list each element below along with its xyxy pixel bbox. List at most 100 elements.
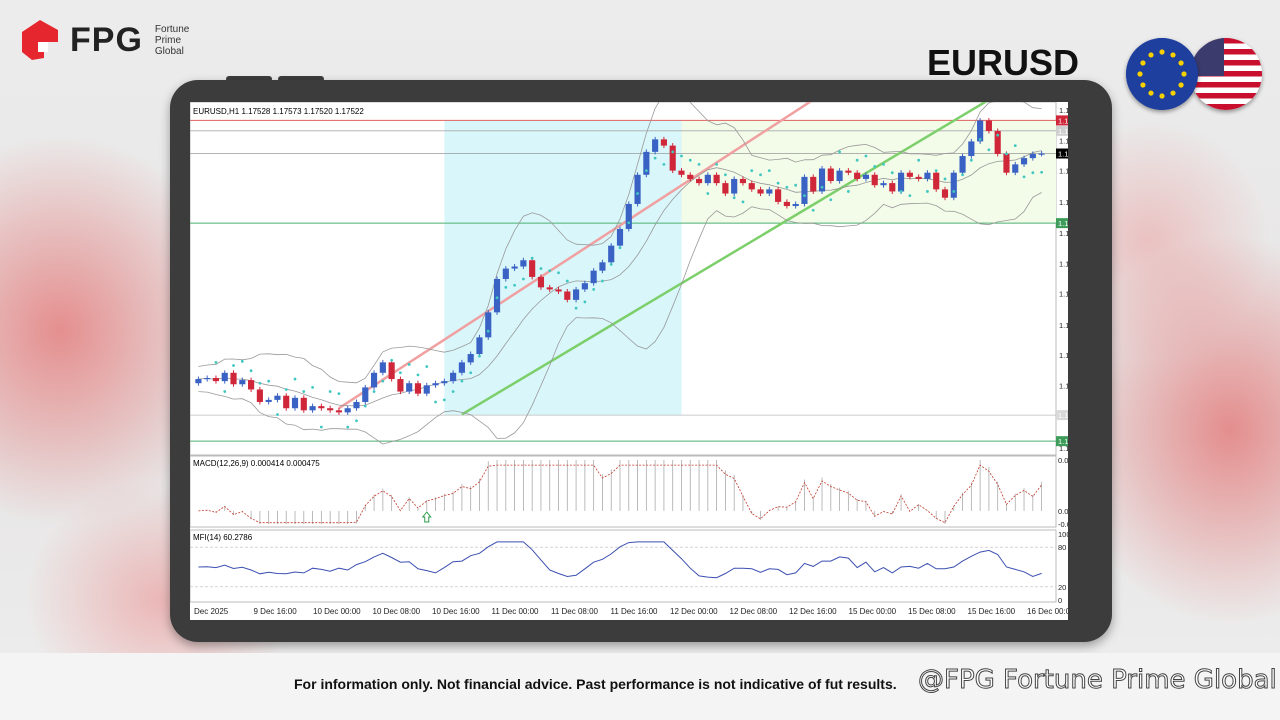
psar-dot <box>943 177 947 181</box>
candle-body <box>941 189 949 198</box>
psar-dot <box>1031 171 1035 175</box>
price-tick-label: 1.16850 <box>1059 290 1068 299</box>
psar-dot <box>811 208 815 212</box>
psar-dot <box>355 419 358 423</box>
psar-dot <box>969 158 973 162</box>
psar-dot <box>486 329 490 333</box>
candle-body <box>643 151 650 175</box>
candle-body <box>265 399 272 402</box>
time-axis-label: 10 Dec 00:00 <box>313 607 361 616</box>
psar-dot <box>504 285 508 289</box>
psar-dot <box>284 388 288 391</box>
psar-dot <box>565 279 569 283</box>
psar-dot <box>952 190 956 193</box>
trading-chart[interactable]: 1.17730 1.17585 1.17440 1.17290 1.17140 1.169… <box>190 102 1068 620</box>
candle-body <box>801 176 808 204</box>
psar-dot <box>618 246 622 250</box>
candle-body <box>195 379 202 384</box>
candle-body <box>616 228 624 246</box>
psar-dot <box>662 162 666 166</box>
candle-body <box>467 354 474 363</box>
candle-body <box>862 174 870 179</box>
candle-body <box>783 201 790 207</box>
psar-dot <box>302 390 306 393</box>
psar-dot <box>636 192 639 195</box>
candle-body <box>845 170 852 173</box>
candle-body <box>660 139 667 146</box>
candle-body <box>652 139 659 152</box>
candle-body <box>406 383 413 392</box>
candle-body <box>994 131 1001 154</box>
eu-star-icon <box>1181 71 1187 77</box>
bollinger-lower-band <box>198 192 1042 445</box>
psar-dot <box>469 371 473 375</box>
candle-body <box>204 378 211 380</box>
psar-dot <box>759 173 762 177</box>
psar-dot <box>829 198 833 202</box>
candle-body <box>388 362 395 380</box>
candle-body <box>1020 158 1028 165</box>
psar-dot <box>1040 170 1044 174</box>
bottom-tag: 1.16142 <box>1058 437 1068 446</box>
candle-body <box>836 170 843 182</box>
pair-title: EURUSD <box>927 42 1080 83</box>
candle-body <box>318 406 325 409</box>
disclaimer-text: For information only. Not financial advi… <box>294 676 897 692</box>
candle-body <box>713 174 720 184</box>
time-axis-label: 15 Dec 16:00 <box>968 607 1016 616</box>
fpg-logo-text: FPG <box>70 20 143 59</box>
candle-body <box>810 176 817 192</box>
candle-body <box>502 268 509 279</box>
psar-dot <box>609 263 613 266</box>
candle-body <box>274 395 281 400</box>
price-tick-label: 1.17140 <box>1059 229 1068 238</box>
eu-star-icon <box>1159 49 1165 55</box>
candle-body <box>212 378 220 382</box>
psar-dot <box>267 379 271 383</box>
bollinger-upper-band <box>198 102 1042 384</box>
psar-dot <box>416 373 420 377</box>
eu-flag-icon <box>1126 38 1198 110</box>
psar-dot <box>996 133 1000 137</box>
macd-axis-label: 0.00 <box>1058 507 1068 516</box>
candle-body <box>256 389 263 402</box>
psar-dot <box>715 162 719 166</box>
candle-body <box>335 410 343 413</box>
current-price-tag-bg <box>1056 148 1068 159</box>
upper-level-tag-bg <box>1056 125 1068 136</box>
psar-dot <box>460 379 464 383</box>
candle-body <box>687 174 694 179</box>
psar-dot <box>627 221 631 225</box>
psar-dot <box>890 171 894 175</box>
candle-body <box>722 183 729 194</box>
eu-star-icon <box>1148 52 1154 58</box>
candle-body <box>634 174 641 204</box>
psar-dot <box>750 169 754 173</box>
lower-level-tag-bg <box>1056 410 1068 421</box>
time-axis-label: 12 Dec 16:00 <box>789 607 837 616</box>
price-tick-label: 1.16410 <box>1059 381 1068 390</box>
chart-canvas[interactable]: 1.17730 1.17585 1.17440 1.17290 1.17140 1.169… <box>190 102 1068 620</box>
buy-arrow-icon <box>421 511 432 523</box>
candle-body <box>933 172 940 190</box>
footer-bar <box>0 653 1280 720</box>
candle-body <box>766 189 773 194</box>
eu-star-icon <box>1159 93 1165 99</box>
candle-body <box>581 283 588 290</box>
macd-axis-label: 0.002456 <box>1058 456 1068 465</box>
psar-dot <box>478 354 481 358</box>
lower-trend-line <box>461 102 988 416</box>
candle-body <box>529 260 536 277</box>
candle-body <box>731 178 738 194</box>
time-axis-label: 9 Dec 16:00 <box>254 607 298 616</box>
psar-dot <box>671 150 675 154</box>
psar-dot <box>697 162 701 166</box>
psar-dot <box>794 183 798 187</box>
candle-body <box>678 170 685 175</box>
psar-dot <box>1022 175 1026 179</box>
psar-dot <box>530 256 534 260</box>
psar-dot <box>425 365 429 368</box>
price-tick-label: 1.17290 <box>1059 198 1068 207</box>
candle-body <box>221 372 228 382</box>
psar-dot <box>223 390 227 393</box>
